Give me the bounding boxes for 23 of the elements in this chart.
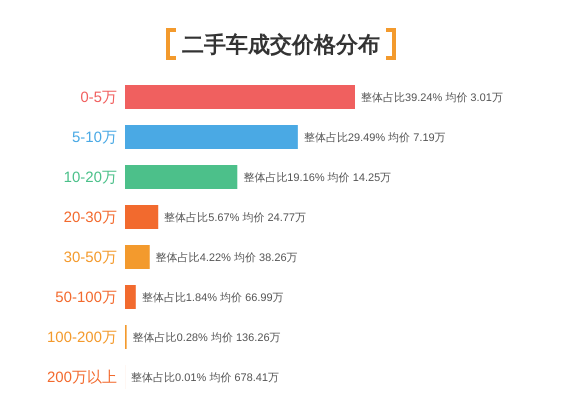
- bar: [125, 245, 150, 269]
- y-tick-label: 5-10万: [72, 129, 117, 146]
- data-label: 整体占比0.28% 均价 136.26万: [132, 331, 281, 344]
- data-label: 整体占比1.84% 均价 66.99万: [142, 291, 284, 304]
- data-label: 整体占比29.49% 均价 7.19万: [304, 131, 446, 144]
- data-label: 整体占比5.67% 均价 24.77万: [164, 211, 306, 224]
- data-label: 整体占比0.01% 均价 678.41万: [131, 371, 280, 384]
- bar: [125, 285, 136, 309]
- y-tick-label: 20-30万: [64, 209, 117, 226]
- y-tick-label: 100-200万: [46, 329, 117, 346]
- y-tick-label: 50-100万: [55, 289, 117, 306]
- data-label: 整体占比39.24% 均价 3.01万: [361, 91, 503, 104]
- y-tick-label: 10-20万: [64, 169, 117, 186]
- bar: [125, 85, 355, 109]
- bar: [125, 125, 298, 149]
- data-label: 整体占比19.16% 均价 14.25万: [243, 171, 392, 184]
- y-tick-label: 0-5万: [80, 89, 117, 106]
- y-tick-label: 30-50万: [64, 249, 117, 266]
- bar: [125, 205, 158, 229]
- data-label: 整体占比4.22% 均价 38.26万: [156, 251, 298, 264]
- y-tick-label: 200万以上: [46, 369, 117, 386]
- bar: [125, 165, 238, 189]
- chart-title: 二手车成交价格分布: [182, 32, 380, 57]
